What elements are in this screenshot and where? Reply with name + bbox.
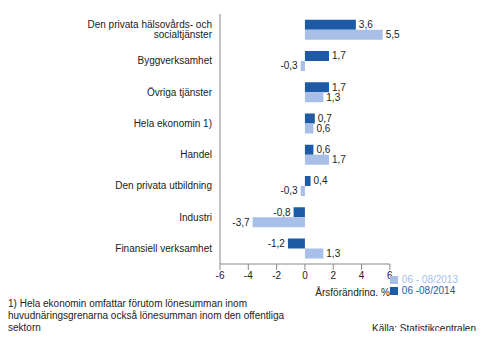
- svg-text:Årsförändring, %: Årsförändring, %: [315, 286, 390, 296]
- svg-text:-1,2: -1,2: [268, 238, 286, 249]
- html-text:06 -08/2014: 06 -08/2014: [401, 285, 456, 296]
- svg-text:1,7: 1,7: [332, 81, 346, 93]
- svg-text:0,6: 0,6: [316, 123, 330, 134]
- svg-text:5,5: 5,5: [386, 29, 400, 40]
- svg-text:2: 2: [330, 270, 336, 281]
- svg-text:-0,8: -0,8: [273, 207, 291, 218]
- svg-text:Övriga tjänster: Övriga tjänster: [147, 87, 213, 98]
- svg-text:Hela ekonomin 1): Hela ekonomin 1): [134, 118, 212, 129]
- svg-text:1,3: 1,3: [326, 248, 340, 259]
- svg-text:Industri: Industri: [179, 212, 212, 223]
- svg-text:-0,3: -0,3: [280, 60, 298, 71]
- svg-text:0,4: 0,4: [314, 175, 328, 186]
- svg-text:6: 6: [387, 270, 393, 281]
- svg-text:4: 4: [359, 270, 365, 281]
- html-text:1) Hela ekonomin omfattar föru: 1) Hela ekonomin omfattar förutom lönesu…: [8, 298, 285, 333]
- svg-text:Finansiell verksamhet: Finansiell verksamhet: [115, 243, 212, 254]
- svg-text:-0,3: -0,3: [280, 185, 298, 196]
- svg-text:Byggverksamhet: Byggverksamhet: [138, 55, 213, 66]
- svg-text:Den privata hälsovårds- ochsoc: Den privata hälsovårds- ochsocialtjänste…: [87, 19, 212, 40]
- svg-text:1,3: 1,3: [326, 92, 340, 103]
- svg-text:Den privata utbildning: Den privata utbildning: [115, 180, 212, 191]
- svg-text:0: 0: [302, 270, 308, 281]
- svg-text:1,7: 1,7: [332, 154, 346, 165]
- svg-text:-6: -6: [216, 270, 225, 281]
- svg-text:0,6: 0,6: [316, 144, 330, 155]
- svg-text:-2: -2: [272, 270, 281, 281]
- html-text:Källa: Statistikcentralen: Källa: Statistikcentralen: [372, 323, 476, 334]
- svg-text:-3,7: -3,7: [232, 217, 250, 228]
- svg-text:0,7: 0,7: [317, 112, 332, 124]
- svg-text:Handel: Handel: [180, 149, 212, 160]
- html-text:06 - 08/2013: 06 - 08/2013: [401, 274, 458, 285]
- svg-text:-4: -4: [244, 270, 253, 281]
- svg-text:3,6: 3,6: [359, 19, 373, 30]
- svg-text:1,7: 1,7: [332, 50, 346, 61]
